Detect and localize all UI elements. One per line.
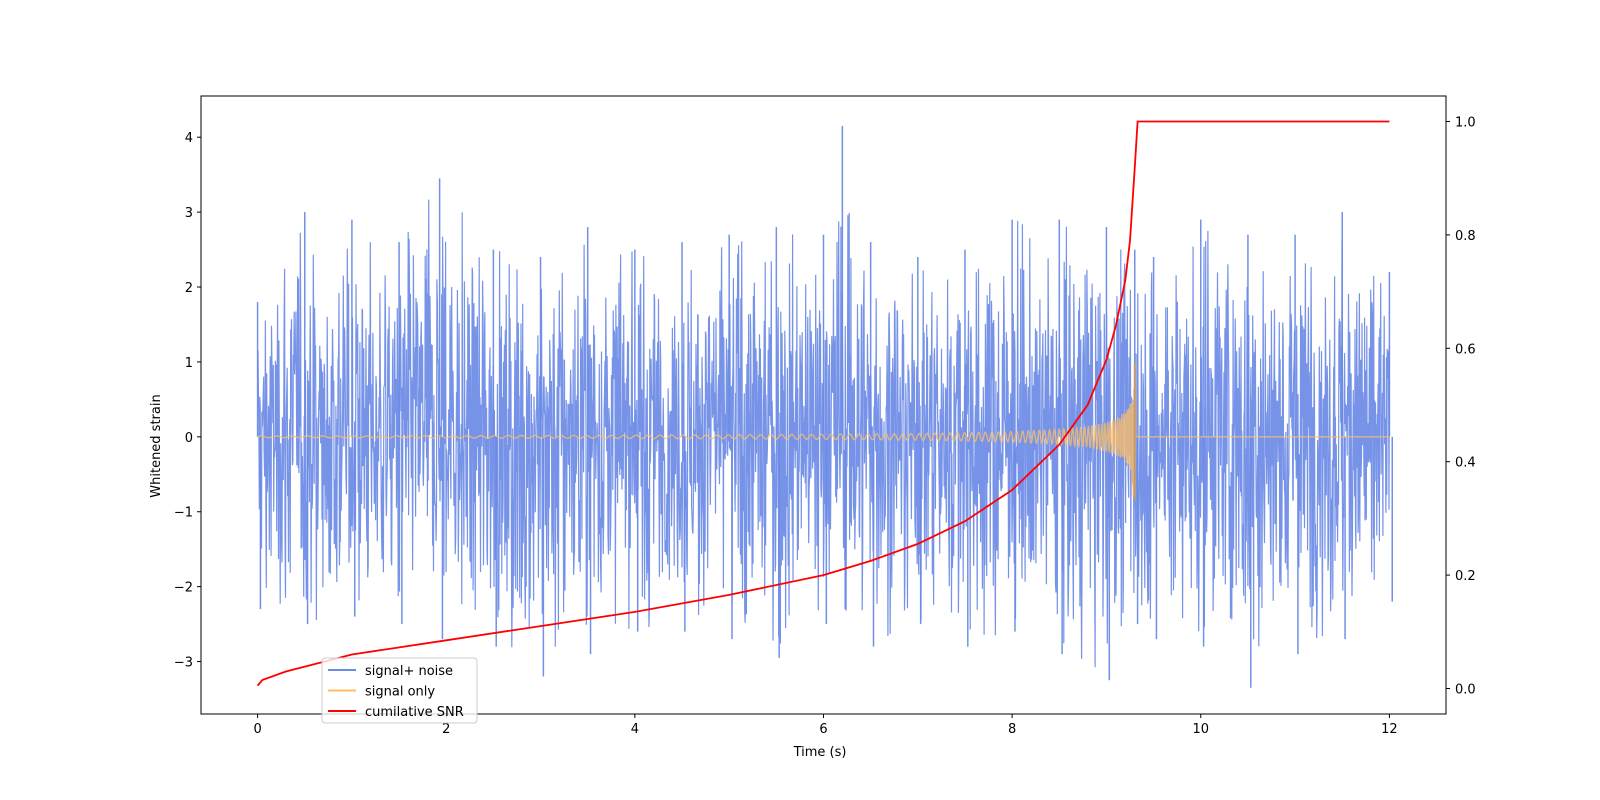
- y-tick-label: −1: [174, 506, 193, 521]
- y-tick-label: 4: [185, 131, 193, 146]
- legend-entry-label: cumilative SNR: [365, 705, 464, 720]
- y-tick-label: −3: [174, 656, 193, 671]
- y-tick-label: 2: [185, 281, 193, 296]
- legend-entry-label: signal+ noise: [365, 664, 453, 679]
- x-tick-label: 8: [1008, 722, 1016, 737]
- x-axis-label: Time (s): [793, 745, 847, 760]
- y-tick-label: 1: [185, 356, 193, 371]
- x-tick-label: 12: [1381, 722, 1398, 737]
- legend: signal+ noise signal only cumilative SNR: [321, 657, 478, 724]
- x-tick-label: 4: [631, 722, 639, 737]
- y-tick-label: 3: [185, 206, 193, 221]
- plot-area: [256, 120, 1393, 688]
- y2-tick-label: 0.2: [1455, 569, 1476, 584]
- y2-tick-label: 0.8: [1455, 229, 1476, 244]
- y2-tick-label: 0.6: [1455, 342, 1476, 357]
- y2-tick-label: 0.4: [1455, 456, 1476, 471]
- series-cumulative-snr-line: [256, 120, 1390, 687]
- series-signal-noise-line: [257, 199, 1391, 668]
- y2-tick-label: 0.0: [1455, 682, 1476, 697]
- x-tick-label: 2: [442, 722, 450, 737]
- y2-tick-label: 1.0: [1455, 116, 1476, 131]
- y-tick-label: −2: [174, 581, 193, 596]
- series-signal-only-line: [257, 369, 1390, 497]
- y-tick-label: 0: [185, 431, 193, 446]
- x-tick-label: 0: [253, 722, 261, 737]
- y-axis-label: Whitened strain: [149, 394, 164, 497]
- legend-entry-label: signal only: [365, 685, 435, 700]
- legend-box: [321, 657, 478, 724]
- x-tick-label: 6: [819, 722, 827, 737]
- x-tick-label: 10: [1192, 722, 1209, 737]
